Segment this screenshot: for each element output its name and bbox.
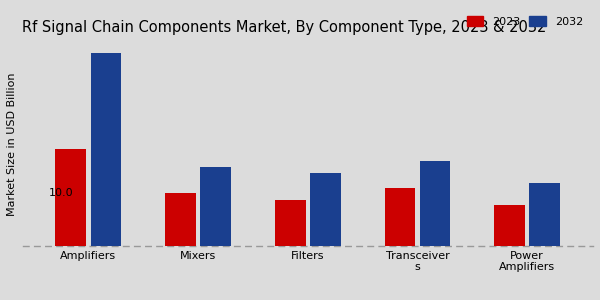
Bar: [419, 161, 451, 246]
Bar: [55, 149, 86, 246]
Bar: [165, 193, 196, 246]
Legend: 2023, 2032: 2023, 2032: [462, 12, 587, 32]
Text: Rf Signal Chain Components Market, By Component Type, 2023 & 2032: Rf Signal Chain Components Market, By Co…: [23, 20, 547, 35]
Bar: [200, 167, 231, 246]
Y-axis label: Market Size in USD Billion: Market Size in USD Billion: [7, 73, 17, 216]
Bar: [529, 183, 560, 246]
Bar: [91, 52, 121, 246]
Bar: [275, 200, 305, 246]
Bar: [494, 206, 525, 246]
Text: 10.0: 10.0: [49, 188, 73, 198]
Bar: [385, 188, 415, 246]
Bar: [310, 173, 341, 246]
